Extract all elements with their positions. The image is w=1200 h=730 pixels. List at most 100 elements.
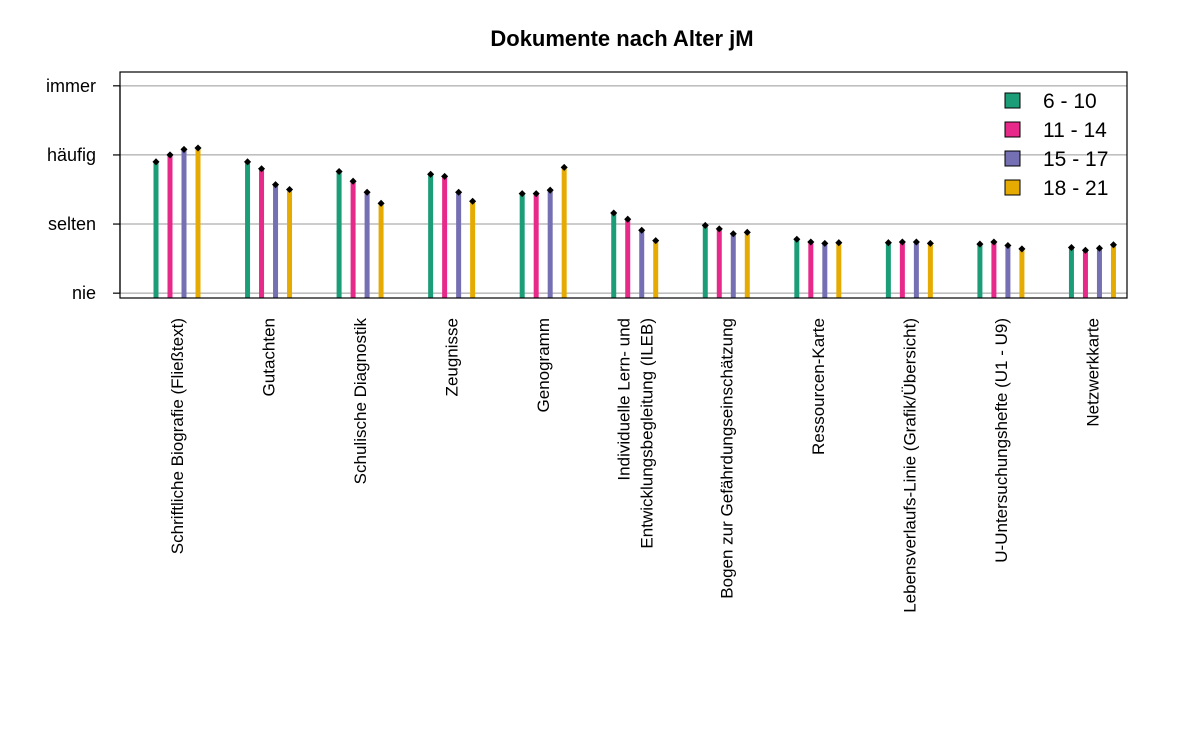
x-tick-label: Netzwerkkarte [1083,318,1102,427]
bar-marker [244,158,252,166]
bar-marker [469,197,477,205]
chart-title: Dokumente nach Alter jM [490,26,753,51]
bar-marker [926,239,934,247]
x-tick-label: Genogramm [534,318,553,412]
bar-marker [335,167,343,176]
bar [350,181,356,298]
bar [1019,248,1025,298]
y-axis: nie selten häufig immer [46,76,121,303]
bar [153,161,159,298]
bar [336,171,342,298]
legend-swatch [1004,121,1021,138]
bar-marker [715,225,723,233]
bar [1082,250,1088,298]
x-tick-label-line: Genogramm [534,318,553,412]
bar [533,193,539,298]
x-tick-label-line: Lebensverlaufs-Linie (Grafik/Übersicht) [900,318,919,613]
bar-marker [427,170,435,178]
bar [730,233,736,298]
bar [195,148,201,298]
bar [378,203,384,298]
x-tick-label-line: Entwicklungsbegleitung (ILEB) [638,318,657,549]
legend: 6 - 10 11 - 14 15 - 17 18 - 21 [1004,90,1108,200]
x-tick-label-line: Netzwerkkarte [1083,318,1102,427]
bar-marker [180,145,188,153]
x-tick-label: Lebensverlaufs-Linie (Grafik/Übersicht) [900,318,919,613]
x-tick-label: Gutachten [260,318,279,396]
y-tick-label: häufig [47,145,96,165]
bar-marker [560,163,568,171]
bar [744,232,750,298]
bar [808,242,814,298]
y-tick-label: selten [48,214,96,234]
y-tick-label: nie [72,283,96,303]
bar [1096,248,1102,298]
bar-marker [835,239,843,247]
x-axis: Schriftliche Biografie (Fließtext) Gutach… [168,318,1102,613]
bar [442,176,448,298]
legend-label: 18 - 21 [1043,177,1108,200]
legend-swatch [1004,150,1021,167]
legend-label: 15 - 17 [1043,148,1108,171]
x-tick-label: Bogen zur Gefährdungseinschätzung [717,318,736,599]
bar [625,219,631,298]
bar [794,239,800,298]
bar [611,212,617,298]
bar-marker [701,221,709,229]
bar-marker [652,237,660,245]
x-tick-label: Zeugnisse [443,318,462,396]
bar [273,184,279,298]
bar [519,193,525,298]
x-tick-label: Individuelle Lern- und Entwicklungsbeglei… [615,318,657,549]
bar-marker [532,190,540,198]
bar [913,242,919,298]
bar-marker [349,177,357,185]
bar-marker [258,165,266,173]
bar-marker [455,188,463,196]
bar-marker [441,172,449,180]
y-tick-label: immer [46,76,96,96]
bar-marker [821,239,829,247]
bar-marker [518,190,526,198]
bar-marker [990,238,998,246]
bar-marker [793,235,801,243]
bar-marker [363,188,371,196]
bar [1068,247,1074,298]
legend-label: 6 - 10 [1043,90,1097,113]
bar [259,168,265,298]
bar [1005,245,1011,298]
bar-marker [976,240,984,248]
bar [1110,244,1116,298]
bar [456,192,462,298]
bar [167,154,173,298]
bar-marker [286,185,294,194]
legend-label: 11 - 14 [1043,119,1107,142]
bar-marker [194,144,202,152]
x-tick-label-line: Individuelle Lern- und [615,318,634,481]
legend-swatch [1004,179,1021,196]
x-tick-label: Ressourcen-Karte [809,318,828,455]
x-tick-label-line: Zeugnisse [443,318,462,396]
bar [822,243,828,298]
bar [245,161,251,298]
x-tick-label: U-Untersuchungshefte (U1 - U9) [992,318,1011,563]
bar [702,225,708,298]
bar-marker [624,215,632,223]
x-tick-label-line: Schulische Diagnostik [351,318,370,485]
bar-marker [272,181,280,189]
x-tick-label: Schulische Diagnostik [351,318,370,485]
bar [653,240,659,298]
bar [428,174,434,298]
bar [470,201,476,298]
x-tick-label-line: Ressourcen-Karte [809,318,828,455]
bar-marker [807,238,815,246]
bar-marker [898,238,906,246]
bar [716,228,722,298]
bar-marker [152,158,160,166]
bar [836,242,842,298]
x-tick-label-line: Bogen zur Gefährdungseinschätzung [717,318,736,599]
bar-marker [1004,241,1012,250]
x-tick-label-line: Gutachten [260,318,279,396]
x-tick-label-line: U-Untersuchungshefte (U1 - U9) [992,318,1011,563]
